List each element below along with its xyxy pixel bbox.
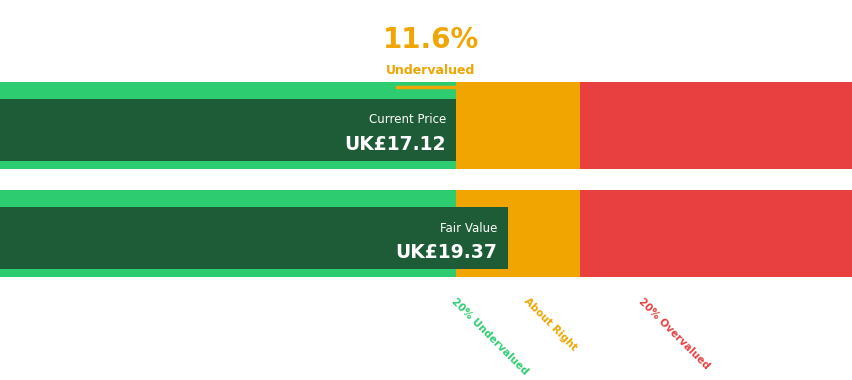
Text: About Right: About Right (521, 296, 578, 353)
Text: Fair Value: Fair Value (440, 222, 497, 235)
Text: UK£19.37: UK£19.37 (395, 243, 497, 262)
Text: UK£17.12: UK£17.12 (344, 135, 446, 154)
Bar (0, 190, 456, 277)
Bar (456, 82, 511, 169)
Text: 20% Overvalued: 20% Overvalued (636, 296, 711, 371)
Text: Current Price: Current Price (368, 113, 446, 127)
Bar (0, 82, 456, 169)
Bar (0, 99, 456, 161)
Bar (456, 190, 511, 277)
Bar (579, 190, 852, 277)
Text: Undervalued: Undervalued (386, 64, 475, 77)
Text: 11.6%: 11.6% (383, 26, 478, 54)
Bar (579, 82, 852, 169)
Text: 20% Undervalued: 20% Undervalued (449, 296, 529, 377)
Bar (511, 82, 579, 169)
Bar (511, 190, 579, 277)
Bar (0, 207, 507, 269)
